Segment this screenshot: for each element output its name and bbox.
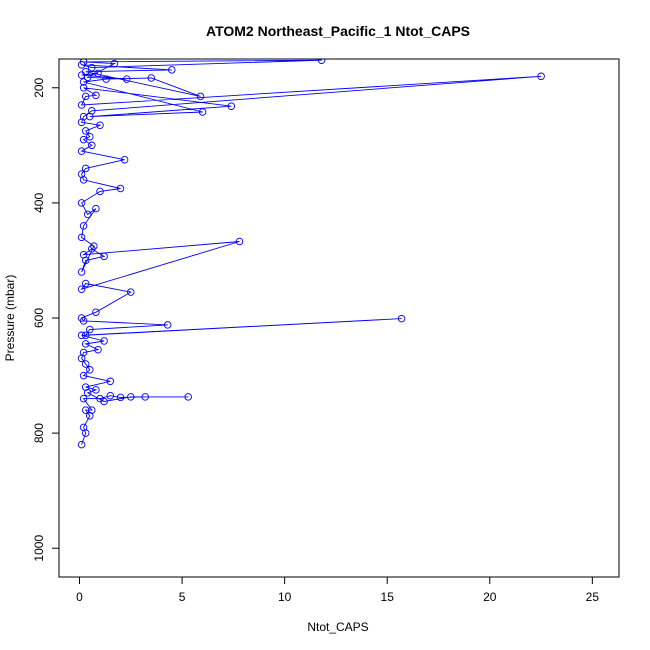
x-tick-label: 0 bbox=[76, 590, 83, 604]
data-point bbox=[102, 75, 110, 83]
data-point bbox=[92, 91, 100, 100]
data-point bbox=[86, 112, 94, 121]
data-point bbox=[86, 132, 94, 141]
data-point bbox=[94, 69, 102, 78]
data-point bbox=[81, 279, 90, 288]
data-point bbox=[317, 59, 326, 64]
x-axis: 0 5 10 15 20 25 bbox=[76, 577, 599, 604]
x-tick-label: 10 bbox=[278, 590, 292, 604]
data-point bbox=[106, 377, 115, 386]
data-point bbox=[196, 92, 205, 101]
data-point bbox=[83, 210, 92, 219]
data-point bbox=[198, 108, 207, 116]
data-point bbox=[81, 340, 90, 348]
x-tick-label: 15 bbox=[381, 590, 395, 604]
y-tick-label: 200 bbox=[32, 77, 46, 97]
data-point bbox=[94, 345, 102, 354]
data-point bbox=[88, 63, 96, 72]
data-point bbox=[79, 423, 88, 432]
y-axis: 200 400 600 800 1000 bbox=[32, 77, 59, 562]
data-point bbox=[77, 101, 86, 109]
data-point bbox=[81, 92, 90, 101]
data-point bbox=[79, 222, 88, 230]
data-point bbox=[227, 102, 236, 110]
data-point bbox=[397, 314, 406, 323]
data-point bbox=[106, 391, 115, 400]
data-point bbox=[86, 325, 94, 334]
data-point bbox=[77, 268, 86, 276]
data-point bbox=[88, 406, 96, 414]
data-point bbox=[77, 233, 86, 242]
data-point bbox=[127, 288, 135, 296]
data-point bbox=[79, 78, 88, 86]
data-point bbox=[81, 383, 90, 391]
data-point bbox=[77, 440, 86, 449]
data-point bbox=[77, 71, 86, 79]
x-tick-label: 20 bbox=[483, 590, 497, 604]
data-point bbox=[81, 406, 90, 414]
data-point bbox=[77, 170, 86, 178]
data-point bbox=[77, 285, 86, 293]
x-tick-label: 25 bbox=[586, 590, 600, 604]
data-point bbox=[77, 331, 86, 340]
data-point bbox=[122, 75, 131, 83]
data-point bbox=[79, 84, 88, 92]
plot-region bbox=[77, 59, 545, 449]
y-tick-label: 1000 bbox=[32, 535, 46, 562]
data-point bbox=[163, 321, 172, 329]
data-point bbox=[88, 141, 96, 150]
data-point bbox=[79, 59, 88, 66]
y-tick-label: 600 bbox=[32, 308, 46, 328]
x-tick-label: 5 bbox=[179, 590, 186, 604]
data-point bbox=[79, 394, 88, 403]
data-point bbox=[77, 147, 86, 155]
data-point bbox=[100, 337, 108, 345]
series-layer bbox=[77, 59, 545, 449]
data-point bbox=[235, 237, 244, 246]
data-point bbox=[92, 308, 100, 316]
data-point bbox=[79, 371, 88, 380]
data-point bbox=[96, 187, 104, 196]
data-point bbox=[116, 393, 125, 402]
data-point bbox=[168, 66, 176, 74]
data-point bbox=[184, 393, 192, 401]
data-point bbox=[537, 72, 545, 81]
data-point bbox=[92, 386, 100, 394]
data-point bbox=[90, 242, 98, 250]
data-point bbox=[81, 331, 90, 340]
data-point bbox=[77, 314, 86, 322]
data-point bbox=[127, 393, 135, 401]
x-axis-label: Ntot_CAPS bbox=[307, 620, 368, 634]
data-point bbox=[79, 348, 88, 357]
data-point bbox=[147, 74, 156, 82]
data-point bbox=[81, 127, 90, 135]
data-point bbox=[100, 252, 108, 261]
y-tick-label: 800 bbox=[32, 423, 46, 443]
data-point bbox=[81, 256, 90, 265]
data-point bbox=[100, 397, 108, 406]
data-point bbox=[77, 199, 86, 207]
data-point bbox=[79, 135, 88, 144]
data-point bbox=[92, 204, 100, 213]
data-point bbox=[141, 393, 149, 401]
data-point bbox=[116, 184, 125, 193]
data-point bbox=[96, 121, 104, 129]
y-axis-label: Pressure (mbar) bbox=[3, 275, 17, 362]
data-point bbox=[81, 360, 90, 368]
y-tick-label: 400 bbox=[32, 193, 46, 213]
data-point bbox=[81, 164, 90, 173]
data-point bbox=[120, 155, 129, 164]
data-point bbox=[86, 366, 94, 374]
data-point bbox=[110, 59, 119, 68]
chart-title: ATOM2 Northeast_Pacific_1 Ntot_CAPS bbox=[206, 23, 470, 39]
